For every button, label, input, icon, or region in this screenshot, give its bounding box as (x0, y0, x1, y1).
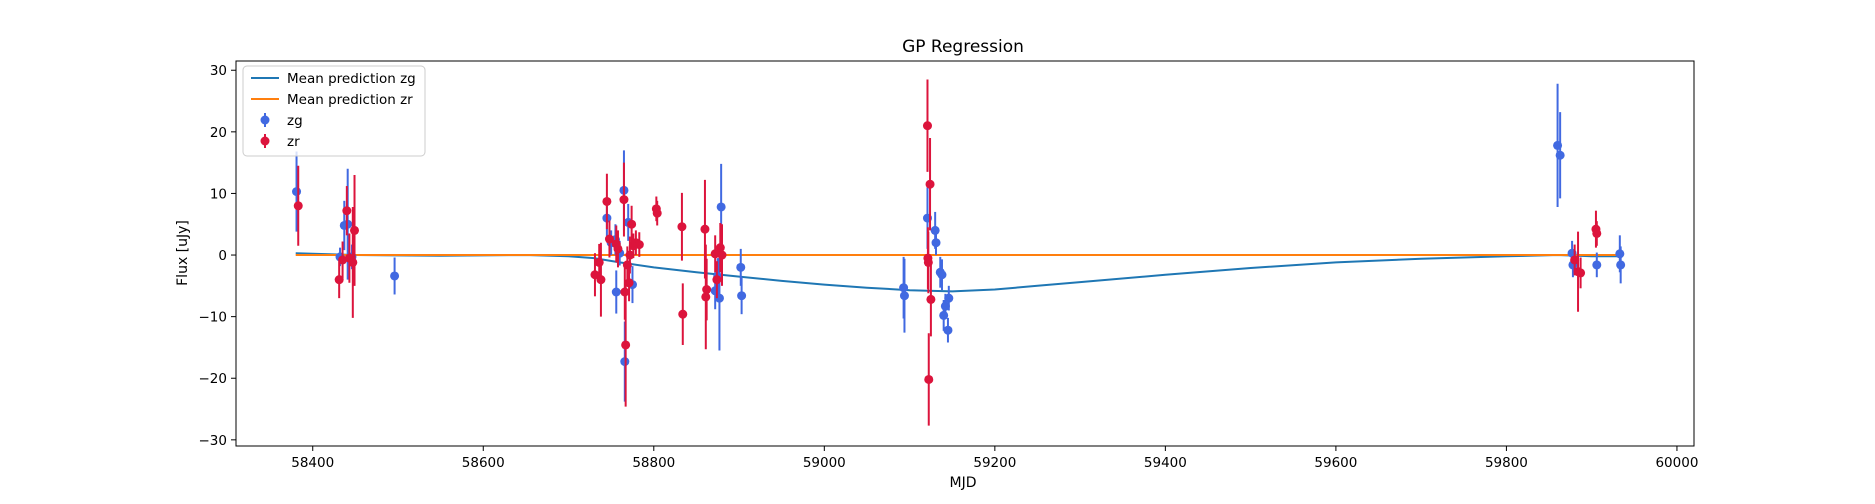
zr-point-3 (342, 206, 352, 216)
y-tick-label: −30 (199, 433, 228, 449)
legend: Mean prediction zg Mean prediction zr zg zr (242, 65, 426, 157)
zg-point-31 (944, 293, 954, 303)
x-tick-label: 60000 (1655, 455, 1698, 471)
zg-point-36 (1592, 260, 1602, 270)
zg-point-20 (737, 291, 747, 301)
zg-point-33 (1555, 150, 1565, 160)
zr-point-40 (926, 294, 936, 304)
zg-point-0 (292, 187, 302, 197)
zg-point-18 (716, 202, 726, 212)
zg-point-28 (939, 310, 949, 320)
zg-point-22 (899, 291, 909, 301)
zr-point-38 (924, 374, 934, 384)
y-axis-label: Flux [uJy] (175, 220, 191, 286)
zg-point-27 (937, 270, 947, 280)
x-tick-label: 58600 (462, 455, 505, 471)
zr-point-27 (678, 309, 688, 319)
zr-point-25 (652, 208, 662, 218)
zg-point-9 (611, 287, 621, 297)
zr-point-8 (594, 257, 604, 267)
zg-point-25 (931, 238, 941, 248)
zr-point-15 (620, 287, 630, 297)
y-tick-label: 0 (218, 248, 227, 264)
zg-point-30 (943, 325, 953, 335)
x-axis-label: MJD (950, 475, 977, 491)
y-tick-label: 20 (210, 125, 227, 141)
zg-point-37 (1615, 249, 1625, 259)
legend-swatch-marker (260, 115, 270, 125)
x-tick-label: 59800 (1485, 455, 1528, 471)
zr-point-45 (1592, 228, 1602, 238)
zr-point-41 (1570, 255, 1580, 265)
line-mean-prediction-zg (295, 252, 1622, 293)
zr-point-0 (293, 201, 303, 211)
zr-point-34 (717, 250, 727, 260)
y-tick-label: 10 (210, 186, 227, 202)
plot-frame (235, 60, 1695, 447)
zr-point-35 (922, 121, 932, 131)
plot-area (292, 79, 1626, 426)
zg-point-21 (899, 283, 909, 293)
zg-point-32 (1553, 140, 1563, 150)
zr-point-16 (621, 340, 631, 350)
zr-point-1 (334, 275, 344, 285)
zr-point-14 (619, 195, 629, 205)
zr-point-43 (1576, 268, 1586, 278)
zr-point-39 (925, 179, 935, 189)
y-tick-label: −20 (199, 371, 228, 387)
zr-point-37 (923, 257, 933, 267)
zr-point-30 (702, 285, 712, 295)
zr-point-32 (712, 275, 722, 285)
zr-point-26 (677, 222, 687, 232)
legend-label: zg (287, 113, 303, 129)
zr-point-20 (627, 219, 637, 229)
x-tick-label: 59400 (1144, 455, 1187, 471)
zr-point-31 (710, 249, 720, 259)
y-tick-label: −10 (199, 310, 228, 326)
zg-point-5 (390, 271, 400, 281)
x-tick-label: 59600 (1314, 455, 1357, 471)
x-tick-label: 59200 (973, 455, 1016, 471)
zr-point-33 (715, 243, 725, 253)
legend-label: Mean prediction zr (287, 92, 413, 108)
x-tick-label: 58400 (291, 455, 334, 471)
axes: 58400 58600 58800 59000 59200 59400 59600 59800… (199, 60, 1698, 471)
zr-point-18 (624, 278, 634, 288)
zg-point-24 (930, 225, 940, 235)
x-tick-label: 59000 (803, 455, 846, 471)
zr-point-9 (596, 275, 606, 285)
zg-point-38 (1616, 260, 1626, 270)
zr-point-28 (700, 224, 710, 234)
y-tick-label: 30 (210, 63, 227, 79)
legend-swatch-marker (260, 136, 270, 146)
legend-box (242, 65, 426, 157)
zg-point-29 (940, 301, 950, 311)
zr-point-11 (604, 234, 614, 244)
zr-point-6 (350, 225, 360, 235)
zr-point-2 (338, 255, 348, 265)
zr-point-10 (602, 196, 612, 206)
zr-point-7 (590, 270, 600, 280)
zr-point-19 (625, 250, 635, 260)
legend-label: zr (287, 134, 300, 150)
zr-point-29 (701, 292, 711, 302)
zr-point-5 (348, 257, 358, 267)
zr-point-13 (613, 244, 623, 254)
x-tick-label: 58800 (632, 455, 675, 471)
zg-point-19 (736, 262, 746, 272)
zr-point-23 (634, 240, 644, 250)
zr-point-17 (622, 260, 632, 270)
legend-label: Mean prediction zg (287, 71, 416, 87)
chart-title: GP Regression (902, 37, 1024, 57)
